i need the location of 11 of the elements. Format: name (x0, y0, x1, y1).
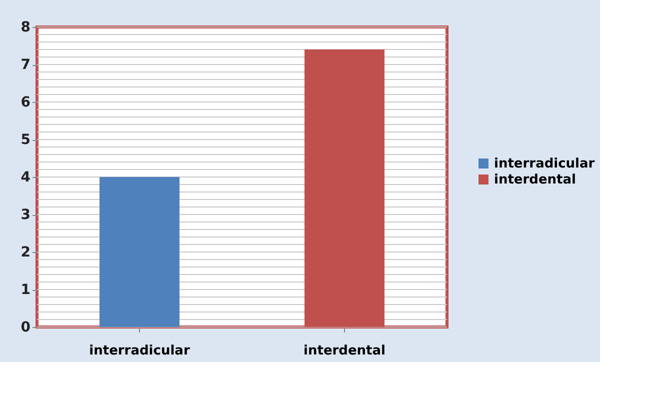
legend-label: interradicular (494, 156, 596, 172)
y-tick-label: 0 (20, 320, 31, 336)
y-tick-label: 7 (20, 57, 30, 73)
y-tick-label: 3 (20, 207, 30, 223)
y-tick-label: 8 (20, 20, 30, 36)
y-tick-label: 5 (20, 132, 30, 148)
legend-label: interdental (494, 172, 576, 188)
y-tick-label: 6 (20, 94, 30, 110)
y-tick-label: 2 (20, 244, 30, 260)
y-tick-label: 4 (20, 170, 31, 186)
y-tick-label: 1 (20, 282, 30, 298)
